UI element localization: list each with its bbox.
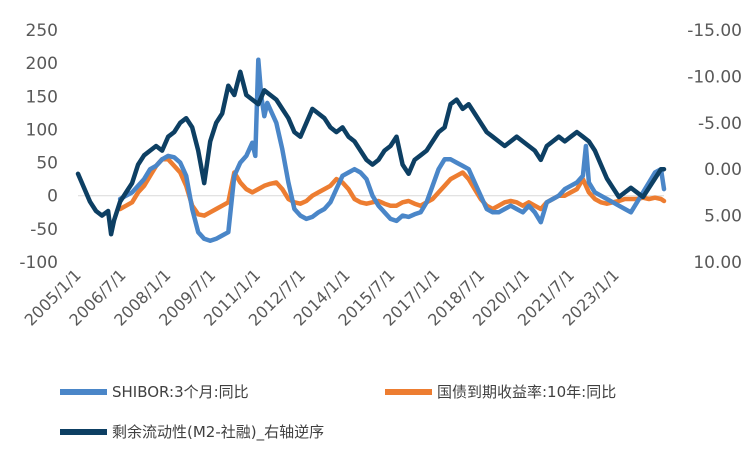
plot-area [75, 57, 667, 244]
right-tick-label: -10.00 [687, 67, 742, 87]
right-tick-label: -5.00 [698, 114, 742, 134]
left-tick-label: 0 [47, 187, 58, 207]
right-tick-label: 10.00 [693, 253, 742, 273]
left-tick-label: 200 [26, 54, 58, 74]
right-tick-label: 0.00 [704, 160, 742, 180]
legend-label-liquidity: 剩余流动性(M2-社融)_右轴逆序 [112, 423, 324, 442]
series-line-shibor [117, 57, 667, 244]
left-tick-label: 250 [26, 21, 58, 41]
left-tick-label: 150 [26, 87, 58, 107]
legend-label-shibor: SHIBOR:3个月:同比 [112, 383, 249, 401]
left-axis: 250 200 150 100 50 0 -50 -100 [19, 21, 58, 273]
right-tick-label: -15.00 [687, 21, 742, 41]
x-axis: 2005/1/12006/7/12008/1/12009/7/12011/1/1… [21, 265, 623, 329]
left-tick-label: -100 [19, 253, 58, 273]
left-tick-label: 50 [36, 154, 58, 174]
legend: SHIBOR:3个月:同比 国债到期收益率:10年:同比 剩余流动性(M2-社融… [60, 383, 616, 442]
left-tick-label: -50 [30, 220, 58, 240]
series-line-bond-yield [117, 157, 667, 218]
legend-label-bond-yield: 国债到期收益率:10年:同比 [437, 383, 616, 401]
right-tick-label: 5.00 [704, 207, 742, 227]
series-line-liquidity [75, 69, 667, 237]
right-axis: -15.00 -10.00 -5.00 0.00 5.00 10.00 [687, 21, 742, 273]
left-tick-label: 100 [26, 120, 58, 140]
